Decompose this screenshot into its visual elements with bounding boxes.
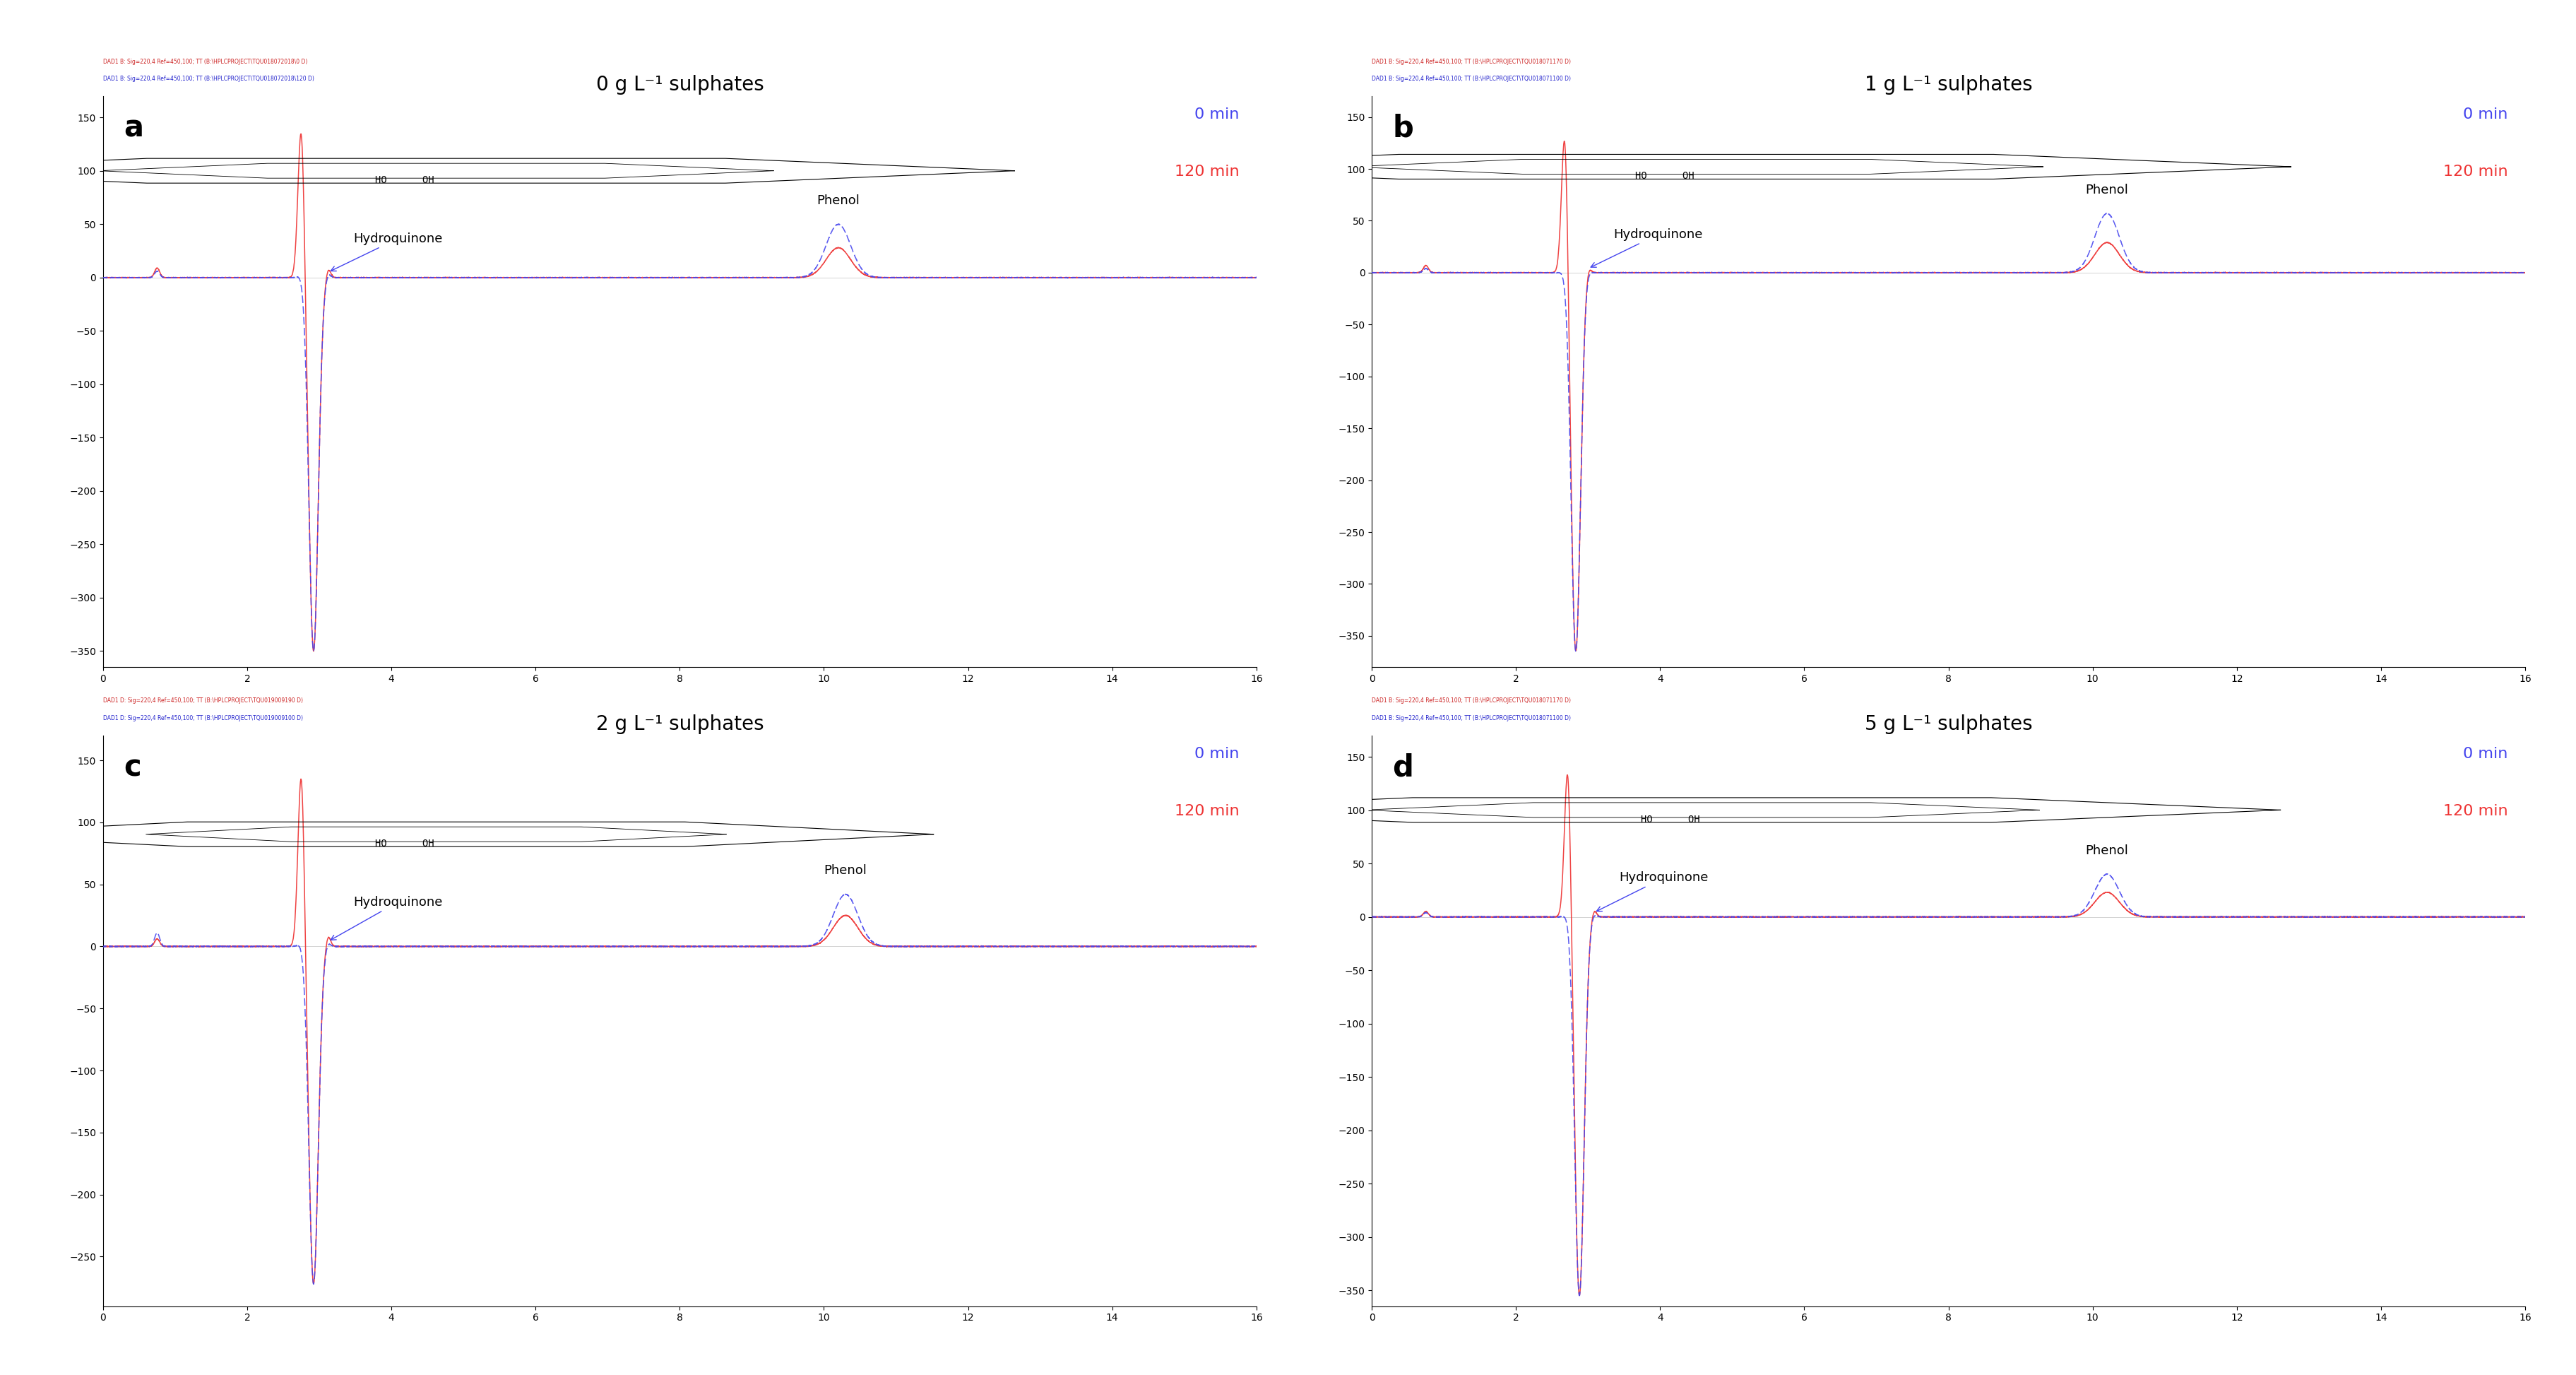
- Text: 120 min: 120 min: [2442, 165, 2506, 179]
- Text: b: b: [1391, 113, 1414, 143]
- Text: HO      OH: HO OH: [374, 839, 433, 848]
- Text: a: a: [124, 113, 144, 143]
- Text: HO      OH: HO OH: [1641, 814, 1700, 824]
- Text: DAD1 B: Sig=220,4 Ref=450,100; TT (B:\HPLCPROJECT\TQU018071170 D): DAD1 B: Sig=220,4 Ref=450,100; TT (B:\HP…: [1370, 697, 1571, 704]
- Text: DAD1 B: Sig=220,4 Ref=450,100; TT (B:\HPLCPROJECT\TQU018071100 D): DAD1 B: Sig=220,4 Ref=450,100; TT (B:\HP…: [1370, 715, 1571, 722]
- Text: 0 min: 0 min: [2463, 107, 2506, 122]
- Text: HO      OH: HO OH: [1633, 170, 1692, 182]
- Text: Hydroquinone: Hydroquinone: [330, 232, 443, 271]
- Text: Hydroquinone: Hydroquinone: [1597, 872, 1708, 912]
- Text: DAD1 D: Sig=220,4 Ref=450,100; TT (B:\HPLCPROJECT\TQU019009190 D): DAD1 D: Sig=220,4 Ref=450,100; TT (B:\HP…: [103, 697, 304, 704]
- Title: 5 g L⁻¹ sulphates: 5 g L⁻¹ sulphates: [1865, 714, 2032, 734]
- Text: 0 min: 0 min: [1195, 747, 1239, 760]
- Text: 120 min: 120 min: [1175, 804, 1239, 818]
- Text: d: d: [1391, 752, 1414, 782]
- Text: Phenol: Phenol: [2084, 844, 2128, 857]
- Text: 120 min: 120 min: [1175, 165, 1239, 179]
- Text: HO      OH: HO OH: [374, 175, 433, 186]
- Text: c: c: [124, 752, 142, 782]
- Title: 1 g L⁻¹ sulphates: 1 g L⁻¹ sulphates: [1865, 74, 2032, 95]
- Text: 120 min: 120 min: [2442, 804, 2506, 818]
- Text: Phenol: Phenol: [817, 194, 860, 208]
- Text: DAD1 B: Sig=220,4 Ref=450,100; TT (B:\HPLCPROJECT\TQU018071170 D): DAD1 B: Sig=220,4 Ref=450,100; TT (B:\HP…: [1370, 59, 1571, 65]
- Title: 0 g L⁻¹ sulphates: 0 g L⁻¹ sulphates: [595, 74, 762, 95]
- Text: 0 min: 0 min: [1195, 107, 1239, 122]
- Text: Phenol: Phenol: [2084, 184, 2128, 197]
- Text: DAD1 B: Sig=220,4 Ref=450,100; TT (B:\HPLCPROJECT\TQU018072018\0 D): DAD1 B: Sig=220,4 Ref=450,100; TT (B:\HP…: [103, 59, 307, 65]
- Title: 2 g L⁻¹ sulphates: 2 g L⁻¹ sulphates: [595, 714, 762, 734]
- Text: Hydroquinone: Hydroquinone: [330, 895, 443, 941]
- Text: DAD1 B: Sig=220,4 Ref=450,100; TT (B:\HPLCPROJECT\TQU018072018\120 D): DAD1 B: Sig=220,4 Ref=450,100; TT (B:\HP…: [103, 76, 314, 82]
- Text: DAD1 B: Sig=220,4 Ref=450,100; TT (B:\HPLCPROJECT\TQU018071100 D): DAD1 B: Sig=220,4 Ref=450,100; TT (B:\HP…: [1370, 76, 1571, 82]
- Text: 0 min: 0 min: [2463, 747, 2506, 760]
- Text: Phenol: Phenol: [824, 865, 866, 877]
- Text: Hydroquinone: Hydroquinone: [1589, 228, 1703, 267]
- Text: DAD1 D: Sig=220,4 Ref=450,100; TT (B:\HPLCPROJECT\TQU019009100 D): DAD1 D: Sig=220,4 Ref=450,100; TT (B:\HP…: [103, 715, 304, 722]
